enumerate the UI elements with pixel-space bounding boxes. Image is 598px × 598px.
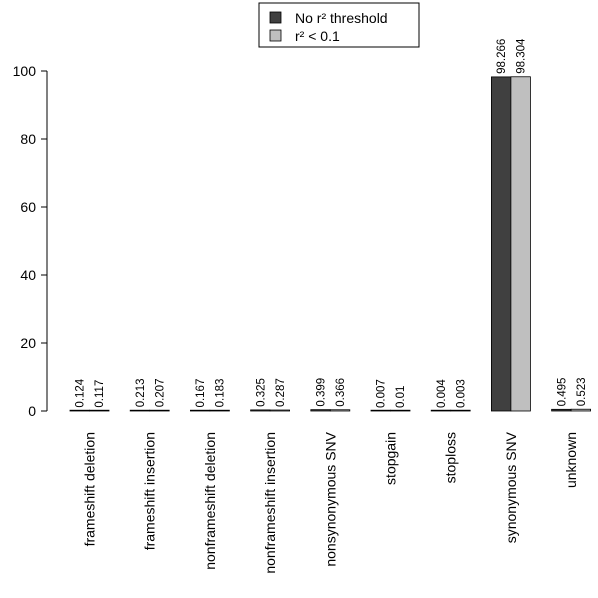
bar-value-label: 0.366: [335, 378, 347, 407]
bar-value-label: 98.266: [496, 39, 508, 74]
category-label: nonframeshift deletion: [202, 432, 218, 570]
bar-value-label: 0.495: [556, 378, 568, 407]
category-label: stoploss: [443, 432, 459, 483]
bars: [69, 76, 591, 412]
y-tick-label: 100: [13, 63, 37, 79]
category-label: nonsynonymous SNV: [322, 431, 338, 566]
y-axis: 0 20 40 60 80 100: [13, 63, 48, 419]
y-tick-label: 40: [20, 267, 36, 283]
bar-value-label: 0.117: [94, 380, 106, 408]
bar-r2-threshold: [390, 409, 411, 412]
legend: No r² threshold r² < 0.1: [258, 2, 420, 48]
bar-r2-threshold: [570, 408, 591, 412]
bar-no-threshold: [370, 409, 391, 412]
category-label: frameshift deletion: [82, 432, 98, 546]
legend-label-r2-threshold: r² < 0.1: [295, 28, 340, 44]
bar-value-label: 0.003: [455, 379, 467, 408]
legend-swatch-no-threshold: [269, 11, 282, 24]
bar-value-label: 0.399: [316, 378, 328, 407]
bar-no-threshold: [250, 409, 271, 412]
bar-value-label: 98.304: [516, 38, 528, 74]
bar-value-label: 0.213: [135, 378, 147, 407]
y-tick-label: 60: [20, 199, 36, 215]
value-labels: 0.124 0.117 0.213 0.207 0.167 0.183 0.325 0.287…: [75, 38, 588, 408]
bar-no-threshold: [69, 409, 90, 412]
bar-no-threshold: [490, 76, 512, 412]
bar-value-label: 0.007: [376, 379, 388, 408]
bar-r2-threshold: [89, 409, 110, 412]
bar-value-label: 0.207: [154, 379, 166, 408]
bar-r2-threshold: [329, 409, 351, 412]
bar-r2-threshold: [269, 409, 291, 412]
y-tick-label: 80: [20, 131, 36, 147]
bar-value-label: 0.004: [436, 379, 448, 408]
bar-value-label: 0.183: [215, 379, 227, 408]
category-label: unknown: [563, 432, 579, 488]
bar-value-label: 0.01: [395, 386, 407, 408]
legend-label-no-threshold: No r² threshold: [295, 10, 388, 26]
bar-no-threshold: [189, 409, 211, 412]
y-tick-label: 20: [20, 335, 36, 351]
legend-swatch-r2-threshold: [269, 29, 282, 42]
bar-value-label: 0.523: [576, 377, 588, 406]
bar-r2-threshold: [149, 409, 170, 412]
bar-r2-threshold: [209, 409, 230, 412]
category-labels: frameshift deletion frameshift insertion n…: [82, 431, 580, 573]
category-label: synonymous SNV: [503, 431, 519, 543]
bar-r2-threshold: [450, 409, 471, 412]
bar-r2-threshold: [510, 76, 531, 412]
bar-no-threshold: [430, 409, 452, 412]
bar-value-label: 0.287: [275, 378, 287, 407]
bar-no-threshold: [551, 408, 572, 412]
bar-no-threshold: [129, 409, 151, 412]
category-label: stopgain: [383, 432, 399, 485]
y-tick-label: 0: [28, 403, 36, 419]
bar-value-label: 0.167: [195, 379, 207, 408]
category-label: frameshift insertion: [142, 432, 158, 550]
bar-value-label: 0.325: [255, 378, 267, 407]
bar-no-threshold: [310, 409, 331, 412]
category-label: nonframeshift insertion: [262, 432, 278, 574]
legend-box: [258, 2, 420, 48]
bar-value-label: 0.124: [75, 378, 87, 407]
